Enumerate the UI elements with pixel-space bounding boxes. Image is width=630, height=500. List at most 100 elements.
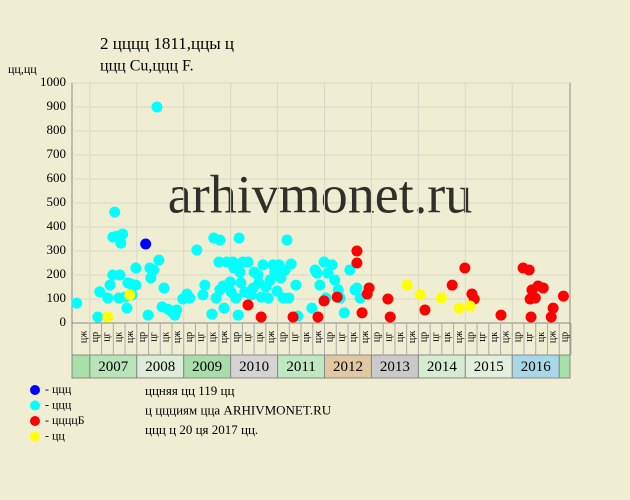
data-point bbox=[344, 264, 356, 276]
data-point bbox=[153, 254, 165, 266]
data-point bbox=[71, 297, 83, 309]
year-label: 2009 bbox=[192, 359, 222, 375]
quarter-label: цж bbox=[501, 331, 512, 343]
year-label: 2014 bbox=[427, 359, 458, 375]
data-point bbox=[197, 289, 209, 301]
quarter-label: цж bbox=[360, 331, 371, 343]
data-point bbox=[446, 279, 458, 291]
data-point bbox=[92, 311, 104, 323]
data-point bbox=[242, 256, 254, 268]
year-label: 2013 bbox=[380, 359, 410, 375]
year-label: 2007 bbox=[98, 359, 129, 375]
data-point bbox=[210, 292, 222, 304]
data-point bbox=[255, 311, 267, 323]
data-point bbox=[435, 292, 447, 304]
y-tick-label: 400 bbox=[47, 218, 67, 233]
data-point bbox=[351, 257, 363, 269]
data-point bbox=[529, 292, 541, 304]
quarter-label: цр bbox=[231, 332, 242, 342]
data-point bbox=[214, 234, 226, 246]
quarter-label: цр bbox=[90, 332, 101, 342]
data-point bbox=[235, 277, 247, 289]
y-tick-label: 900 bbox=[47, 98, 67, 113]
quarter-label: цг bbox=[477, 332, 488, 341]
quarter-label: цг bbox=[336, 332, 347, 341]
data-point bbox=[363, 282, 375, 294]
quarter-label: цг bbox=[243, 332, 254, 341]
watermark: arhivmonet.ru bbox=[168, 164, 472, 224]
y-tick-label: 300 bbox=[47, 242, 67, 257]
year-label: 2016 bbox=[521, 359, 552, 375]
data-point bbox=[356, 307, 368, 319]
data-point bbox=[199, 279, 211, 291]
quarter-label: цр bbox=[184, 332, 195, 342]
year-edge bbox=[558, 354, 571, 379]
data-point bbox=[148, 264, 160, 276]
quarter-label: цг bbox=[196, 332, 207, 341]
y-tick-label: 600 bbox=[47, 170, 67, 185]
data-point bbox=[401, 279, 413, 291]
data-point bbox=[117, 228, 129, 240]
data-point bbox=[322, 267, 334, 279]
data-point bbox=[331, 291, 343, 303]
data-point bbox=[285, 258, 297, 270]
legend-label: - ццц bbox=[45, 382, 72, 396]
quarter-label: цр bbox=[512, 332, 523, 342]
y-tick-label: 800 bbox=[47, 122, 67, 137]
year-label: 2010 bbox=[239, 359, 269, 375]
quarter-label: цг bbox=[430, 332, 441, 341]
data-point bbox=[242, 299, 254, 311]
year-label: 2008 bbox=[145, 359, 175, 375]
data-point bbox=[557, 290, 569, 302]
data-point bbox=[329, 274, 341, 286]
quarter-label: цк bbox=[348, 332, 359, 342]
data-point bbox=[351, 245, 363, 257]
data-point bbox=[351, 282, 363, 294]
year-edge bbox=[71, 354, 91, 379]
data-point bbox=[547, 302, 559, 314]
data-point bbox=[218, 302, 230, 314]
data-point bbox=[414, 289, 426, 301]
quarter-label: цг bbox=[289, 332, 300, 341]
data-point bbox=[114, 269, 126, 281]
chart-title: 2 цццц 1811,ццы ц bbox=[100, 34, 234, 53]
note: ццц ц 20 ця 2017 цц. bbox=[145, 422, 258, 437]
quarter-label: цр bbox=[325, 332, 336, 342]
chart-subtitle: ццц Cu,ццц F. bbox=[100, 58, 194, 75]
y-tick-label: 100 bbox=[47, 290, 67, 305]
data-point bbox=[130, 279, 142, 291]
quarter-label: цж bbox=[78, 331, 89, 343]
data-point bbox=[151, 101, 163, 113]
data-point bbox=[384, 311, 396, 323]
quarter-label: цр bbox=[278, 332, 289, 342]
data-point bbox=[102, 311, 114, 323]
data-point bbox=[158, 282, 170, 294]
quarter-label: цр bbox=[419, 332, 430, 342]
data-point bbox=[525, 311, 537, 323]
data-point bbox=[104, 279, 116, 291]
data-point bbox=[459, 262, 471, 274]
data-point bbox=[257, 259, 269, 271]
data-point bbox=[318, 295, 330, 307]
y-tick-label: 0 bbox=[60, 314, 67, 329]
quarter-label: цк bbox=[113, 332, 124, 342]
legend-marker bbox=[30, 385, 40, 395]
y-tick-label: 200 bbox=[47, 266, 67, 281]
data-point bbox=[281, 234, 293, 246]
data-point bbox=[545, 311, 557, 323]
data-point bbox=[283, 292, 295, 304]
quarter-label: цр bbox=[465, 332, 476, 342]
note: ц ццциям цца ARHIVMONET.RU bbox=[145, 402, 332, 417]
quarter-label: цк bbox=[160, 332, 171, 342]
quarter-label: цг bbox=[149, 332, 160, 341]
data-point bbox=[287, 311, 299, 323]
quarter-label: цж bbox=[266, 331, 277, 343]
data-point bbox=[191, 244, 203, 256]
data-point bbox=[230, 292, 242, 304]
quarter-label: цг bbox=[383, 332, 394, 341]
data-point bbox=[94, 286, 106, 298]
quarter-label: цк bbox=[207, 332, 218, 342]
data-point bbox=[224, 276, 236, 288]
quarter-label: цж bbox=[548, 331, 559, 343]
